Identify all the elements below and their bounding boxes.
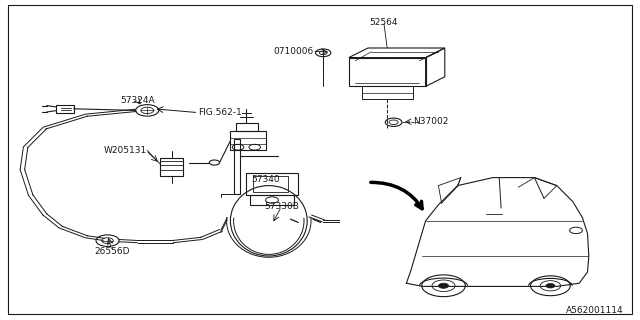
Bar bbox=[246, 173, 298, 195]
Bar bbox=[250, 195, 294, 205]
Text: N37002: N37002 bbox=[413, 117, 448, 126]
Text: FIG.562-1: FIG.562-1 bbox=[198, 108, 242, 117]
Bar bbox=[236, 123, 258, 131]
Circle shape bbox=[438, 283, 449, 288]
Text: 57340: 57340 bbox=[252, 175, 280, 184]
Bar bbox=[234, 139, 240, 194]
Text: 57324A: 57324A bbox=[120, 96, 155, 105]
Text: W205131: W205131 bbox=[104, 146, 147, 155]
Bar bbox=[230, 131, 266, 150]
Bar bbox=[160, 158, 183, 176]
Bar bbox=[362, 86, 413, 99]
Text: 57330B: 57330B bbox=[264, 202, 299, 211]
Bar bbox=[56, 105, 74, 113]
Bar bbox=[349, 58, 426, 86]
Text: 52564: 52564 bbox=[370, 18, 398, 27]
Circle shape bbox=[546, 284, 555, 288]
Bar bbox=[253, 176, 288, 192]
Text: A562001114: A562001114 bbox=[566, 306, 624, 315]
Text: 26556D: 26556D bbox=[94, 247, 130, 256]
Text: 0710006: 0710006 bbox=[273, 47, 314, 56]
